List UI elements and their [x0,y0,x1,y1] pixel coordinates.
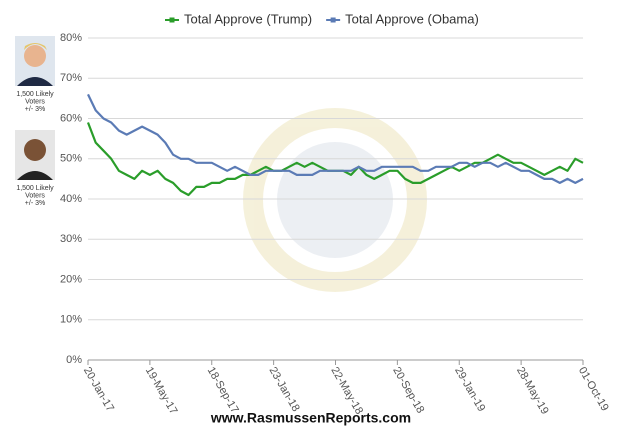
x-tick-label: 29-Jan-19 [452,365,487,414]
y-tick-label: 70% [60,72,82,84]
portrait-obama [15,130,55,180]
footer: www.RasmussenReports.com [210,410,411,426]
x-tick-label: 19-May-17 [143,365,180,417]
y-tick-label: 10% [60,314,82,326]
portrait-caption: 1,500 Likely [16,185,54,192]
y-tick-label: 60% [60,112,82,124]
portrait-trump [15,36,55,86]
x-tick-label: 28-May-19 [514,365,551,417]
portrait-caption: 1,500 Likely [16,91,54,98]
y-tick-label: 80% [60,32,82,44]
portrait-caption: Voters [25,192,45,199]
y-tick-label: 30% [60,233,82,245]
watermark-seal [243,108,427,292]
portrait-caption: +/- 3% [25,200,45,207]
legend-label: Total Approve (Trump) [184,11,312,26]
x-tick-label: 23-Jan-18 [267,365,302,414]
series-line [87,93,584,184]
portrait-caption: Voters [25,98,45,105]
x-tick-label: 01-Oct-19 [576,365,611,413]
y-tick-label: 40% [60,193,82,205]
y-tick-label: 20% [60,273,82,285]
legend-label: Total Approve (Obama) [345,11,479,26]
legend-marker [169,17,175,23]
x-tick-label: 18-Sep-17 [205,365,241,415]
legend-marker [330,17,336,23]
y-tick-label: 0% [66,354,82,366]
x-tick-label: 20-Sep-18 [390,365,426,415]
legend: Total Approve (Trump) Total Approve (Obam… [165,11,479,26]
portrait-caption: +/- 3% [25,106,45,113]
x-tick-label: 20-Jan-17 [81,365,116,414]
y-tick-label: 50% [60,153,82,165]
